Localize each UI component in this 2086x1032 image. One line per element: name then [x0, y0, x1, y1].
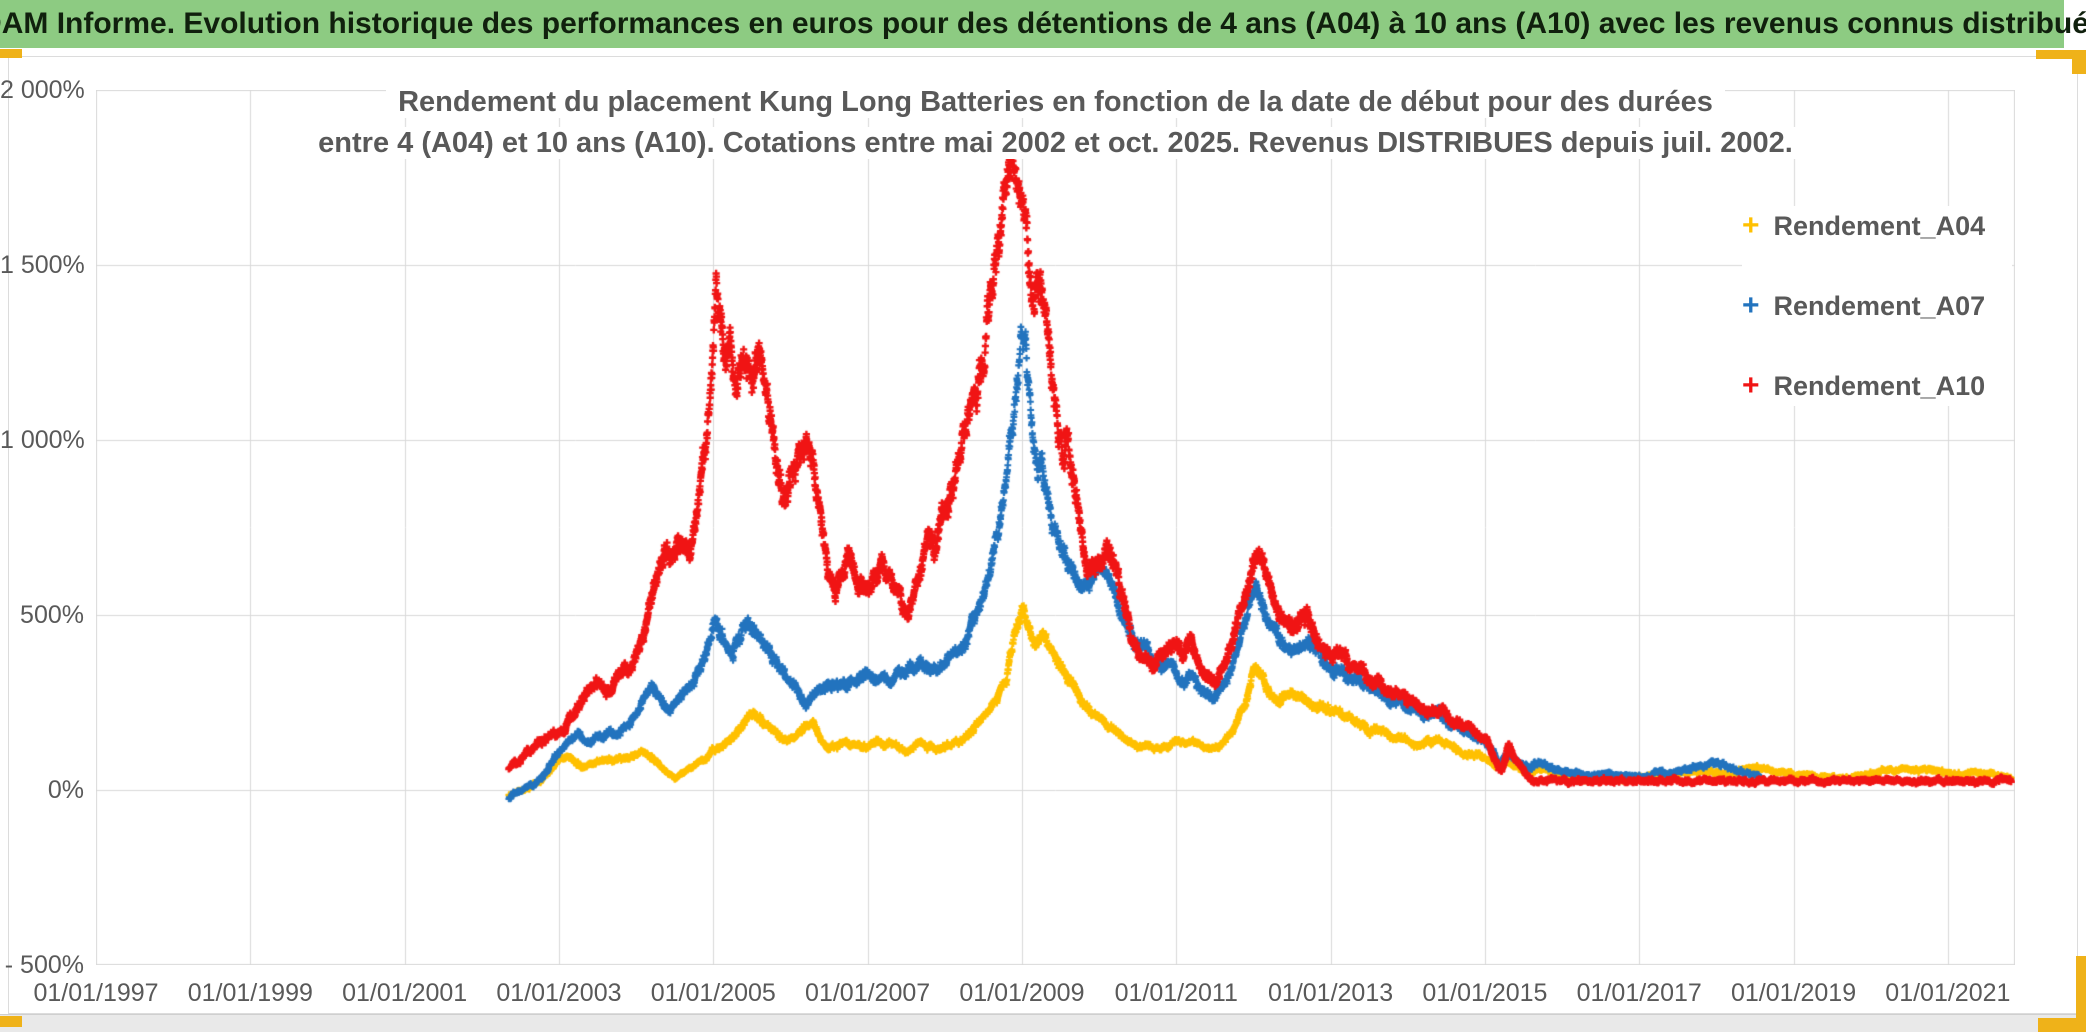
- gold-accent-bottom-right: [2038, 1018, 2086, 1032]
- banner[interactable]: ADAM Informe. Evolution historique des p…: [0, 0, 2086, 48]
- legend-item-rendement-a07[interactable]: + Rendement_A07: [1742, 290, 2012, 322]
- legend-item-rendement-a10[interactable]: + Rendement_A10: [1742, 370, 2012, 402]
- chart-title-line1: Rendement du placement Kung Long Batteri…: [96, 82, 2015, 123]
- plus-marker-icon: +: [1742, 209, 1760, 242]
- legend-item-rendement-a04[interactable]: + Rendement_A04: [1742, 210, 2012, 242]
- plus-marker-icon: +: [1742, 369, 1760, 402]
- legend-label: Rendement_A10: [1773, 370, 1986, 401]
- banner-title: ADAM Informe. Evolution historique des p…: [0, 7, 2086, 40]
- gold-accent-right-bar: [2076, 956, 2086, 1032]
- chart-legend[interactable]: + Rendement_A04 + Rendement_A07 + Rendem…: [1742, 206, 2012, 406]
- legend-label: Rendement_A04: [1773, 210, 1986, 241]
- sheet-bottom-strip: [0, 1014, 2086, 1032]
- gold-accent-top-right-v: [2072, 50, 2086, 74]
- gold-accent-top-right: [2036, 50, 2086, 59]
- gold-accent-bottom-left: [0, 1016, 22, 1027]
- scatter-plot-area[interactable]: [96, 90, 2015, 965]
- legend-label: Rendement_A07: [1773, 290, 1986, 321]
- gold-accent-top-left: [0, 49, 22, 58]
- plus-marker-icon: +: [1742, 289, 1760, 322]
- chart-title[interactable]: Rendement du placement Kung Long Batteri…: [96, 82, 2015, 164]
- chart-title-line2: entre 4 (A04) et 10 ans (A10). Cotations…: [96, 123, 2015, 164]
